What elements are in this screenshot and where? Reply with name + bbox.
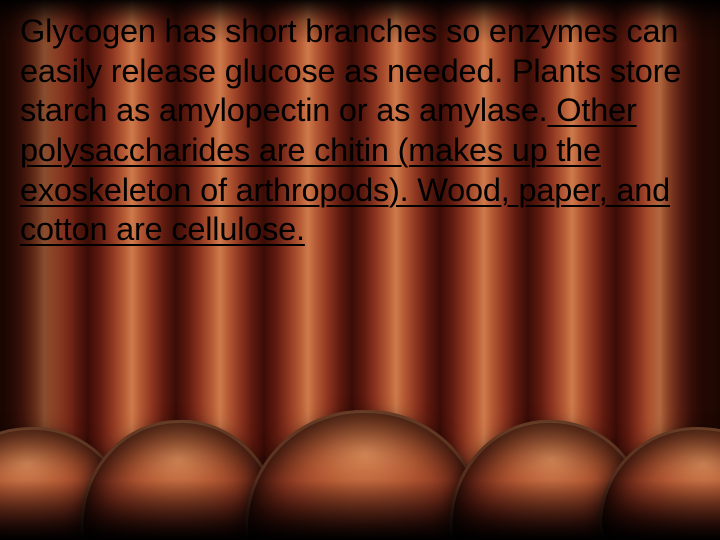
floor-shadow xyxy=(0,480,720,540)
slide: Glycogen has short branches so enzymes c… xyxy=(0,0,720,540)
body-text: Glycogen has short branches so enzymes c… xyxy=(20,12,700,250)
